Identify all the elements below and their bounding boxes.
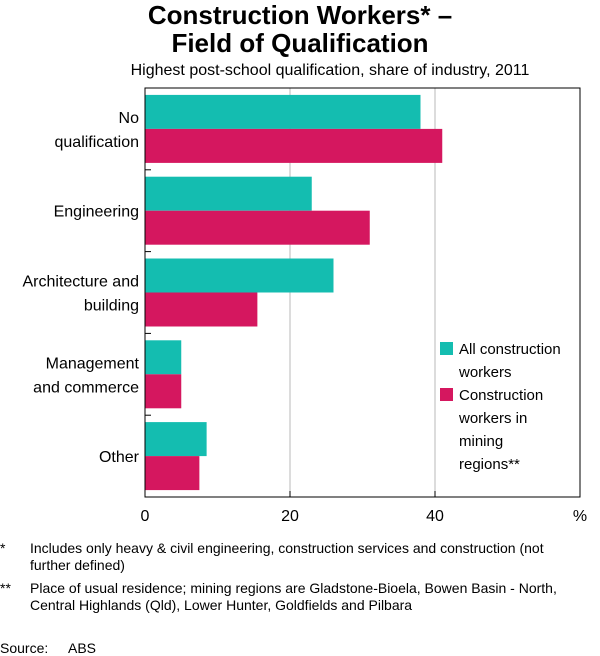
footnote-1-text: Includes only heavy & civil engineering,…: [30, 540, 544, 573]
bar-mining-4: [145, 456, 200, 491]
legend-swatch-0: [440, 342, 453, 355]
legend-label-1-1: workers in: [458, 410, 527, 427]
bar-all-4: [145, 422, 207, 457]
legend-label-0-1: workers: [458, 364, 512, 381]
footnote-1-mark: *: [0, 540, 6, 556]
bar-all-2: [145, 258, 334, 293]
x-tick-label-40: 40: [426, 508, 444, 525]
bar-all-0: [145, 94, 421, 129]
category-label-2-0: Architecture and: [22, 274, 139, 291]
category-label-3-0: Management: [46, 355, 140, 372]
bar-mining-3: [145, 374, 182, 409]
chart-title-line1: Construction Workers* –: [147, 0, 453, 30]
legend-swatch-1: [440, 388, 453, 401]
legend-label-1-0: Construction: [459, 387, 543, 404]
category-label-0-1: qualification: [55, 134, 140, 151]
bar-mining-0: [145, 128, 443, 163]
legend-label-1-2: mining: [459, 433, 503, 450]
bar-all-3: [145, 340, 182, 375]
chart-subtitle: Highest post-school qualification, share…: [130, 62, 530, 79]
bar-chart: 0 20 40 % No qualification Engineering Architec…: [22, 87, 587, 525]
bar-mining-2: [145, 292, 258, 327]
category-label-4-0: Other: [99, 449, 140, 466]
category-label-3-1: and commerce: [33, 379, 139, 396]
bar-all-1: [145, 176, 312, 211]
category-label-0-0: No: [119, 110, 140, 127]
plot-frame: [144, 87, 581, 498]
x-tick-label-20: 20: [281, 508, 299, 525]
bar-mining-1: [145, 210, 370, 245]
source-line: Source: ABS: [0, 640, 96, 656]
x-tick-label-0: 0: [141, 508, 150, 525]
footnote-2-text: Place of usual residence; mining regions…: [30, 580, 557, 613]
source-value: ABS: [68, 640, 97, 656]
legend-label-1-3: regions**: [459, 456, 520, 473]
chart-title-line2: Field of Qualification: [171, 28, 429, 58]
footnote-2-mark: **: [0, 580, 11, 596]
source-label: Source:: [0, 640, 49, 656]
category-label-2-1: building: [84, 298, 139, 315]
legend-label-0-0: All construction: [459, 341, 561, 358]
x-unit-label: %: [573, 508, 587, 525]
category-label-1-0: Engineering: [54, 204, 139, 221]
